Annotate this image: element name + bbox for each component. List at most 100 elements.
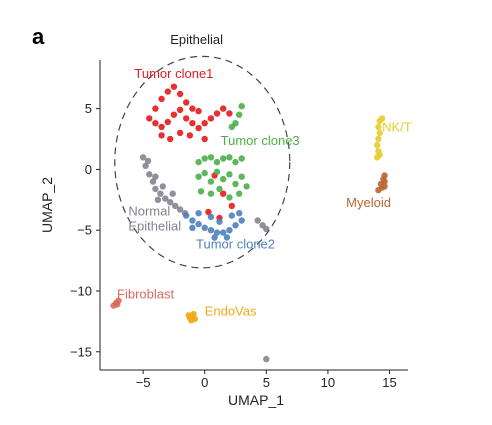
data-point [146,171,153,178]
data-point [201,135,208,143]
data-point [152,105,159,112]
x-tick-label: 5 [263,375,270,390]
data-point [205,208,212,216]
data-point [228,212,235,219]
data-point [176,206,184,213]
data-point [380,175,387,183]
data-point [167,199,174,206]
data-point [183,99,190,106]
series-tumor-clone2 [183,210,245,241]
data-point [172,202,179,210]
data-point [207,178,215,185]
data-point [375,135,382,143]
panel-letter: a [32,24,45,49]
data-point [207,154,215,161]
cluster-labels-layer: Tumor clone1 Tumor clone3 Normal Epithelial… [117,66,412,318]
data-point [376,151,383,158]
data-point [207,227,215,234]
data-point [213,229,221,236]
data-point [170,111,178,118]
data-point [164,88,171,95]
data-point [228,123,235,131]
data-point [376,129,383,137]
data-point [142,162,149,169]
data-point [236,190,243,197]
data-point [226,194,233,201]
data-point [238,155,245,162]
series-myeloid [375,172,388,194]
data-point [195,173,202,180]
axes-layer: −5 0 5 10 15 5 0 −5 −10 −15 UMAP_1 UMAP_2 [39,60,408,408]
series-nk-t [374,115,386,161]
data-point [152,185,159,193]
data-point [154,196,162,203]
cluster-label-nk-t: NK/T [382,120,412,135]
data-point [220,190,227,197]
data-point [139,154,147,161]
data-point [226,110,233,117]
data-point [228,202,235,210]
data-point [226,171,233,178]
y-tick-label: 0 [85,162,92,177]
data-point [146,115,153,122]
data-point [263,355,270,363]
x-tick-label: 15 [382,375,396,390]
cluster-label-tumor-clone3: Tumor clone3 [221,133,300,148]
data-point [170,83,178,90]
series-unlabeled-8 [263,355,270,363]
x-tick-label: 0 [201,375,208,390]
data-point [216,218,223,225]
series-tumor-clone3 [195,103,250,201]
data-point [195,107,202,115]
data-point [189,120,196,127]
data-point [254,217,261,224]
x-tick-label: 10 [321,375,335,390]
data-point [378,115,386,122]
data-point [223,234,231,241]
y-tick-label: −5 [77,223,92,238]
cluster-label-myeloid: Myeloid [346,195,391,210]
y-tick-label: −10 [70,283,92,298]
data-point [152,120,159,127]
annotation-layer: Epithelial [114,32,291,269]
data-point [216,185,223,193]
data-point [189,217,196,224]
cluster-label-tumor-clone2: Tumor clone2 [196,236,275,251]
data-point [213,168,221,175]
data-point [164,118,171,126]
data-point [197,188,205,195]
data-point [232,180,239,188]
data-point [183,115,190,122]
data-point [374,141,381,149]
data-point [167,135,174,143]
data-point [220,155,227,162]
data-point [232,158,239,166]
data-point [207,115,215,122]
data-point [186,314,194,321]
data-point [183,212,190,219]
data-point [176,106,184,114]
data-point [195,220,202,228]
data-point [162,195,169,202]
data-point [189,105,196,112]
data-point [201,169,208,177]
x-axis-title: UMAP_1 [228,392,284,408]
data-point [220,229,227,236]
data-point [236,210,243,217]
data-point [232,222,239,229]
points-layer [110,83,388,363]
data-point [201,224,208,231]
data-point [114,301,121,308]
data-point [176,129,184,137]
epithelial-ellipse [114,55,291,269]
data-point [201,155,208,162]
data-point [226,227,233,234]
data-point [211,234,218,241]
data-point [238,173,245,180]
data-point [169,190,176,197]
data-point [201,120,208,127]
data-point [195,210,202,217]
y-tick-label: −15 [70,344,92,359]
data-point [158,132,165,139]
